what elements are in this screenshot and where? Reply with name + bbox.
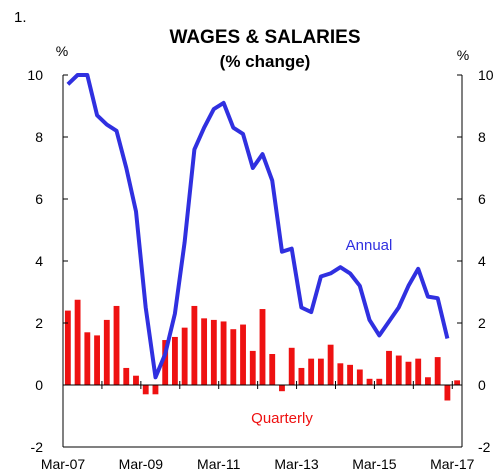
y-tick-label-right: 2 bbox=[478, 315, 486, 331]
chart-subtitle: (% change) bbox=[220, 52, 311, 71]
quarterly-bar bbox=[113, 305, 120, 385]
y-tick-label-right: 10 bbox=[478, 67, 494, 83]
quarterly-bar bbox=[259, 309, 266, 385]
quarterly-bar bbox=[210, 319, 217, 385]
x-tick-label: Mar-09 bbox=[119, 456, 164, 472]
y-tick-label-left: 2 bbox=[35, 315, 43, 331]
y-tick-label-left: 8 bbox=[35, 129, 43, 145]
x-tick-label: Mar-07 bbox=[41, 456, 86, 472]
quarterly-bar bbox=[434, 357, 441, 385]
quarterly-bar bbox=[123, 367, 130, 385]
quarterly-bar bbox=[337, 363, 344, 385]
quarterly-bar bbox=[327, 344, 334, 385]
quarterly-bar bbox=[376, 378, 383, 385]
quarterly-bar bbox=[162, 340, 169, 385]
x-tick-label: Mar-15 bbox=[352, 456, 397, 472]
y-tick-label-right: 4 bbox=[478, 253, 486, 269]
figure-number: 1. bbox=[14, 9, 27, 26]
quarterly-bar bbox=[249, 350, 256, 385]
y-unit-left: % bbox=[56, 43, 68, 59]
y-tick-label-left: 0 bbox=[35, 377, 43, 393]
quarterly-bar bbox=[191, 305, 198, 385]
y-tick-label-left: 6 bbox=[35, 191, 43, 207]
annual-series-line bbox=[66, 73, 450, 380]
y-tick-label-right: 6 bbox=[478, 191, 486, 207]
y-unit-right: % bbox=[457, 47, 469, 63]
quarterly-bar bbox=[356, 369, 363, 385]
quarterly-bar bbox=[395, 355, 402, 385]
series-label-annual: Annual bbox=[346, 237, 393, 254]
axes: -2 -2 0 0 2 2 4 4 6 6 8 8 10 10 Mar-07 Mar-09 Mar-11 Mar-… bbox=[27, 67, 493, 472]
quarterly-bar bbox=[171, 336, 178, 385]
quarterly-bar bbox=[288, 347, 295, 385]
y-tick-label-left: 4 bbox=[35, 253, 43, 269]
quarterly-bar bbox=[317, 358, 324, 385]
quarterly-bar bbox=[142, 385, 149, 395]
quarterly-bar bbox=[298, 367, 305, 385]
quarterly-bar bbox=[279, 385, 285, 392]
quarterly-bar bbox=[240, 324, 246, 385]
quarterly-bar bbox=[220, 321, 227, 385]
quarterly-bar bbox=[84, 332, 91, 385]
quarterly-bar bbox=[74, 299, 81, 385]
quarterly-bar bbox=[181, 327, 188, 385]
y-tick-label-left: 10 bbox=[27, 67, 43, 83]
quarterly-bar bbox=[405, 361, 412, 385]
quarterly-bar bbox=[64, 310, 71, 385]
quarterly-bar bbox=[444, 385, 451, 401]
chart-title: WAGES & SALARIES bbox=[169, 27, 360, 48]
y-tick-label-right: 0 bbox=[478, 377, 486, 393]
x-tick-label: Mar-13 bbox=[274, 456, 319, 472]
quarterly-bar bbox=[425, 377, 431, 385]
quarterly-bar bbox=[366, 378, 373, 385]
quarterly-bar bbox=[308, 358, 315, 385]
quarterly-bar bbox=[152, 385, 159, 395]
quarterly-bar bbox=[94, 335, 100, 385]
quarterly-bars bbox=[64, 299, 461, 401]
x-tick-label: Mar-17 bbox=[430, 456, 475, 472]
quarterly-bar bbox=[201, 318, 208, 385]
quarterly-bar bbox=[347, 364, 354, 385]
annual-line bbox=[66, 73, 450, 380]
quarterly-bar bbox=[454, 380, 461, 385]
quarterly-bar bbox=[386, 350, 392, 385]
x-tick-label: Mar-11 bbox=[197, 456, 241, 472]
y-tick-label-right: -2 bbox=[478, 439, 491, 455]
series-labels: Quarterly Annual bbox=[251, 237, 392, 427]
quarterly-bar bbox=[103, 319, 110, 385]
y-tick-label-left: -2 bbox=[31, 439, 44, 455]
quarterly-bar bbox=[133, 375, 139, 385]
quarterly-bar bbox=[230, 329, 237, 385]
quarterly-bar bbox=[415, 358, 422, 385]
y-tick-label-right: 8 bbox=[478, 129, 486, 145]
series-label-quarterly: Quarterly bbox=[251, 410, 313, 427]
quarterly-bar bbox=[269, 354, 276, 385]
